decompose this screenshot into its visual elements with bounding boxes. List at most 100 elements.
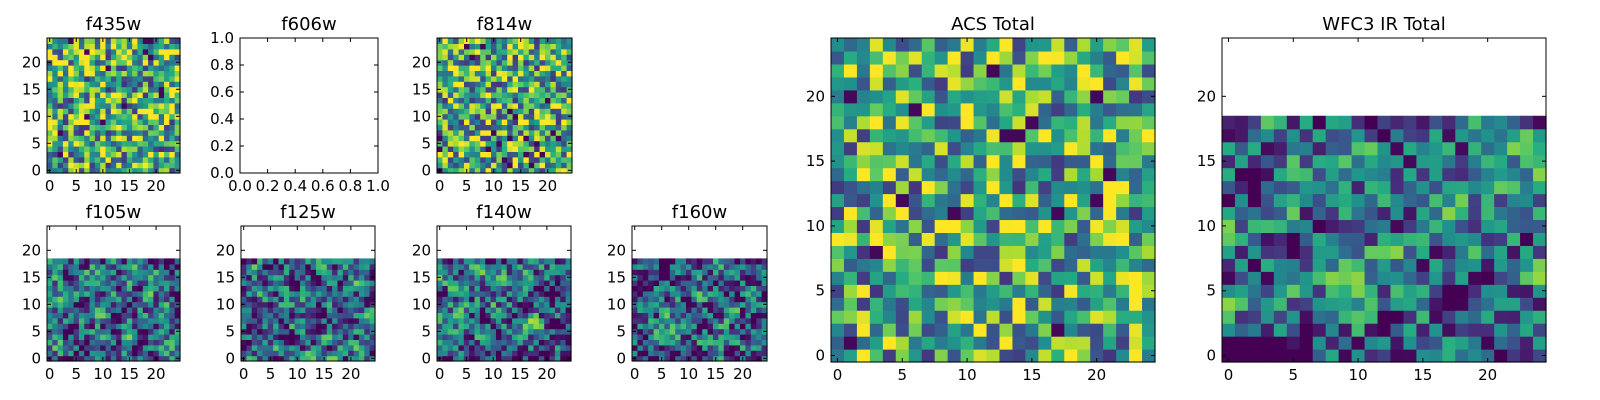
heatmap-cell — [659, 274, 665, 281]
heatmap-cell — [539, 59, 546, 66]
heatmap-cell — [1142, 219, 1156, 233]
heatmap-cell — [480, 151, 487, 158]
heatmap-cell — [47, 323, 53, 330]
y-tick-label: 0 — [225, 349, 235, 367]
heatmap-cell — [1129, 219, 1143, 233]
heatmap-cell — [364, 301, 371, 308]
heatmap-cell — [480, 92, 487, 98]
heatmap-cell — [653, 290, 660, 297]
heatmap-cell — [986, 38, 1001, 52]
heatmap-cell — [485, 135, 492, 142]
heatmap-cell — [528, 312, 535, 319]
heatmap-cell — [447, 156, 454, 163]
heatmap-cell — [648, 344, 655, 351]
heatmap-cell — [342, 263, 349, 270]
heatmap-cell — [148, 102, 154, 109]
heatmap-cell — [664, 274, 671, 281]
heatmap-cell — [686, 350, 692, 357]
heatmap-cell — [267, 258, 274, 265]
heatmap-cell — [137, 285, 144, 292]
heatmap-cell — [47, 317, 53, 324]
heatmap-cell — [105, 296, 112, 303]
heatmap-cell — [740, 334, 746, 340]
heatmap-cell — [364, 263, 371, 270]
heatmap-cell — [1103, 89, 1117, 104]
heatmap-cell — [447, 102, 454, 109]
heatmap-cell — [116, 48, 123, 55]
heatmap-cell — [169, 323, 176, 330]
heatmap-cell — [512, 290, 518, 297]
heatmap-cell — [116, 140, 123, 147]
heatmap-cell — [321, 323, 328, 330]
heatmap-cell — [142, 140, 149, 147]
heatmap-cell — [283, 280, 290, 286]
heatmap-cell — [100, 97, 107, 104]
heatmap-cell — [999, 310, 1014, 324]
heatmap-cell — [447, 269, 454, 276]
heatmap-cell — [1129, 115, 1143, 130]
heatmap-cell — [934, 336, 949, 350]
heatmap-cell — [480, 59, 487, 66]
heatmap-cell — [1533, 115, 1547, 130]
heatmap-cell — [262, 339, 269, 346]
heatmap-cell — [507, 113, 514, 120]
heatmap-cell — [506, 323, 513, 330]
heatmap-cell — [116, 97, 123, 104]
heatmap-cell — [294, 317, 301, 324]
heatmap-cell — [110, 70, 117, 77]
x-tick-label: 5 — [462, 365, 472, 383]
heatmap-cell — [89, 162, 96, 169]
heatmap-cell — [251, 285, 258, 292]
heatmap-cell — [142, 301, 149, 308]
heatmap-cell — [442, 38, 449, 44]
heatmap-cell — [1234, 297, 1249, 311]
heatmap-cell — [718, 334, 725, 340]
heatmap-cell — [882, 38, 897, 52]
heatmap-cell — [294, 334, 301, 340]
heatmap-cell — [1247, 323, 1262, 337]
heatmap-cell — [1051, 63, 1065, 78]
heatmap-cell — [62, 102, 69, 109]
heatmap-cell — [105, 129, 112, 136]
heatmap-cell — [126, 312, 133, 319]
heatmap-cell — [73, 274, 80, 281]
heatmap-cell — [1390, 271, 1405, 285]
heatmap-cell — [437, 285, 443, 292]
x-tick-label: 5 — [898, 366, 908, 384]
heatmap-cell — [1377, 310, 1392, 324]
heatmap-cell — [1077, 128, 1091, 143]
heatmap-cell — [52, 124, 59, 131]
heatmap-cell — [550, 102, 557, 109]
heatmap-cell — [632, 258, 638, 265]
heatmap-cell — [332, 350, 339, 357]
heatmap-cell — [437, 124, 443, 131]
heatmap-cell — [1129, 180, 1143, 195]
heatmap-cell — [169, 167, 176, 174]
heatmap-cell — [126, 140, 133, 147]
heatmap-cell — [869, 102, 884, 117]
heatmap-cell — [78, 146, 85, 152]
heatmap-cell — [1247, 245, 1262, 259]
heatmap-cell — [174, 70, 181, 77]
heatmap-cell — [1038, 63, 1052, 78]
heatmap-cell — [1325, 336, 1340, 350]
heatmap-cell — [538, 258, 545, 265]
heatmap-cell — [132, 355, 139, 362]
heatmap-cell — [506, 328, 513, 335]
heatmap-cell — [62, 258, 69, 265]
heatmap-cell — [126, 70, 133, 77]
heatmap-cell — [278, 344, 285, 351]
heatmap-cell — [1416, 193, 1430, 208]
heatmap-cell — [501, 334, 508, 340]
heatmap-cell — [1403, 154, 1417, 169]
heatmap-cell — [294, 263, 301, 270]
heatmap-cell — [921, 284, 936, 298]
heatmap-cell — [316, 339, 322, 346]
heatmap-cell — [289, 274, 296, 281]
heatmap-cell — [490, 301, 497, 308]
x-tick-label: 0 — [630, 365, 640, 383]
heatmap-cell — [474, 350, 481, 357]
heatmap-cell — [158, 135, 165, 142]
heatmap-cell — [986, 310, 1001, 324]
heatmap-cell — [110, 124, 117, 131]
